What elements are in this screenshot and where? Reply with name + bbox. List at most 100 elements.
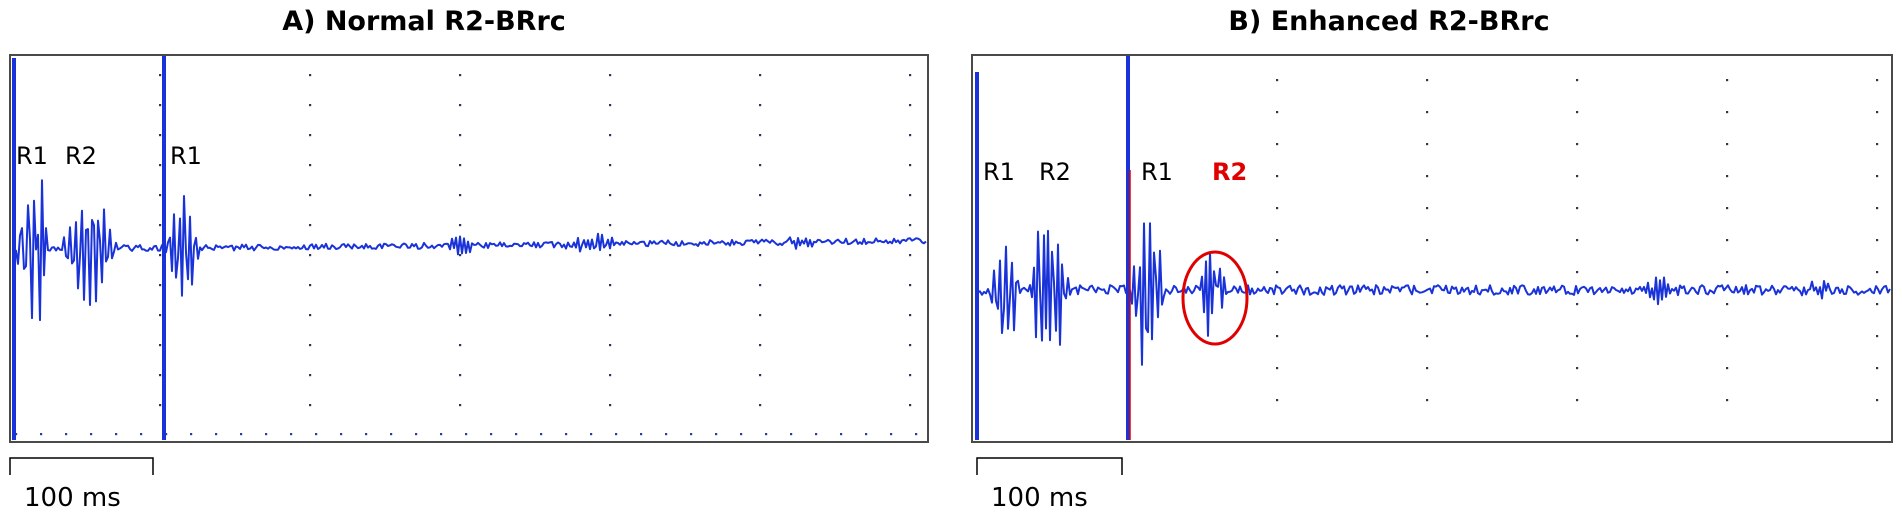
- grid-dot: [759, 194, 762, 197]
- grid-dot: [1876, 335, 1879, 338]
- grid-dot: [459, 344, 462, 347]
- grid-dot: [1876, 207, 1879, 210]
- grid-dot: [159, 194, 162, 197]
- baseline-dot: [40, 433, 43, 436]
- grid-dot: [459, 164, 462, 167]
- grid-dot: [1426, 271, 1429, 274]
- grid-dot: [609, 314, 612, 317]
- grid-dot: [909, 314, 912, 317]
- grid-dot: [459, 104, 462, 107]
- grid-dot: [909, 74, 912, 77]
- grid-dot: [609, 224, 612, 227]
- grid-dot: [759, 134, 762, 137]
- panel-a-scale-bar-label: 100 ms: [24, 483, 121, 513]
- grid-dot: [609, 164, 612, 167]
- baseline-dot: [215, 433, 218, 436]
- panel-b-label-r1-second: R1: [1141, 158, 1173, 186]
- grid-dot: [909, 224, 912, 227]
- baseline-dot: [540, 433, 543, 436]
- panel-a-frame: [9, 54, 929, 443]
- baseline-dot: [665, 433, 668, 436]
- grid-dot: [1426, 239, 1429, 242]
- panel-b: B) Enhanced R2-BRrc R1 R2 R1 R2 100 ms: [971, 6, 1893, 513]
- grid-dot: [1726, 239, 1729, 242]
- grid-dot: [309, 374, 312, 377]
- grid-dot: [609, 374, 612, 377]
- grid-dot: [459, 134, 462, 137]
- baseline-dot: [690, 433, 693, 436]
- baseline-dot: [615, 433, 618, 436]
- grid-dot: [1876, 399, 1879, 402]
- grid-dot: [909, 344, 912, 347]
- panel-a-label-r2: R2: [65, 142, 97, 170]
- grid-dot: [159, 344, 162, 347]
- grid-dot: [309, 344, 312, 347]
- baseline-dot: [890, 433, 893, 436]
- grid-dot: [1876, 79, 1879, 82]
- grid-dot: [309, 164, 312, 167]
- grid-dot: [309, 254, 312, 257]
- grid-dot: [1426, 335, 1429, 338]
- grid-dot: [1276, 175, 1279, 178]
- panel-b-grid: [1126, 79, 1879, 402]
- grid-dot: [1876, 303, 1879, 306]
- grid-dot: [609, 404, 612, 407]
- grid-dot: [1276, 399, 1279, 402]
- grid-dot: [159, 374, 162, 377]
- grid-dot: [759, 344, 762, 347]
- baseline-dot: [315, 433, 318, 436]
- grid-dot: [909, 374, 912, 377]
- baseline-dot: [165, 433, 168, 436]
- grid-dot: [909, 104, 912, 107]
- panel-a-label-r1-second: R1: [170, 142, 202, 170]
- grid-dot: [1576, 335, 1579, 338]
- grid-dot: [759, 254, 762, 257]
- grid-dot: [1726, 143, 1729, 146]
- grid-dot: [1726, 303, 1729, 306]
- grid-dot: [1276, 271, 1279, 274]
- grid-dot: [1876, 271, 1879, 274]
- panel-b-scale-bar: 100 ms: [976, 457, 1123, 513]
- panel-b-label-r2: R2: [1039, 158, 1071, 186]
- grid-dot: [1576, 143, 1579, 146]
- grid-dot: [759, 164, 762, 167]
- grid-dot: [1276, 111, 1279, 114]
- grid-dot: [1726, 399, 1729, 402]
- panel-b-frame: [971, 54, 1893, 443]
- grid-dot: [1426, 367, 1429, 370]
- baseline-dot: [490, 433, 493, 436]
- grid-dot: [159, 134, 162, 137]
- grid-dot: [759, 404, 762, 407]
- grid-dot: [459, 314, 462, 317]
- panel-b-label-r2-enhanced: R2: [1212, 158, 1247, 186]
- grid-dot: [159, 104, 162, 107]
- grid-dot: [1576, 207, 1579, 210]
- panel-b-title: B) Enhanced R2-BRrc: [1228, 6, 1549, 37]
- grid-dot: [609, 284, 612, 287]
- panel-b-r2-highlight-ellipse: [1181, 250, 1249, 346]
- grid-dot: [1276, 79, 1279, 82]
- grid-dot: [159, 404, 162, 407]
- grid-dot: [1726, 175, 1729, 178]
- grid-dot: [309, 194, 312, 197]
- baseline-dot: [515, 433, 518, 436]
- grid-dot: [459, 284, 462, 287]
- baseline-dot: [115, 433, 118, 436]
- baseline-dot: [190, 433, 193, 436]
- grid-dot: [1726, 335, 1729, 338]
- grid-dot: [1276, 239, 1279, 242]
- grid-dot: [309, 134, 312, 137]
- baseline-dot: [465, 433, 468, 436]
- baseline-dot: [815, 433, 818, 436]
- grid-dot: [909, 164, 912, 167]
- grid-dot: [1276, 303, 1279, 306]
- grid-dot: [609, 104, 612, 107]
- grid-dot: [1426, 399, 1429, 402]
- baseline-dot: [715, 433, 718, 436]
- baseline-dot: [740, 433, 743, 436]
- grid-dot: [759, 74, 762, 77]
- baseline-dot: [840, 433, 843, 436]
- grid-dot: [1576, 111, 1579, 114]
- grid-dot: [1426, 207, 1429, 210]
